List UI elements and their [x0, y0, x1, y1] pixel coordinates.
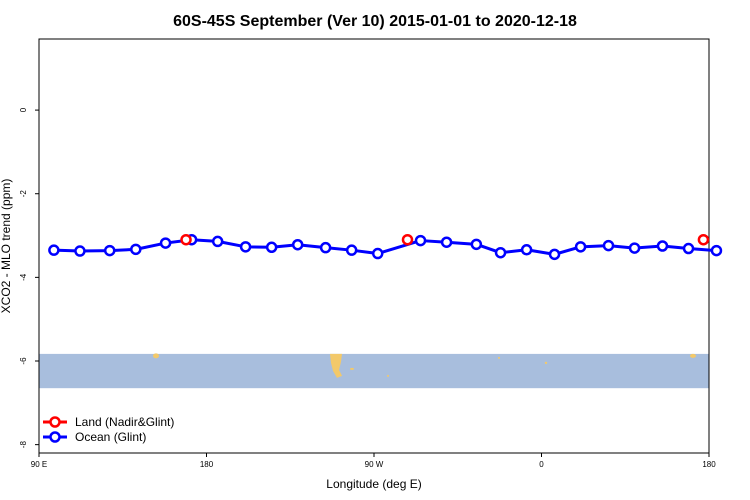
- data-point-ocean: [211, 235, 224, 248]
- y-tick-label: -6: [19, 357, 28, 365]
- data-point-ocean: [319, 241, 332, 254]
- data-point-ocean: [470, 238, 483, 251]
- data-point-ocean: [74, 245, 86, 257]
- land-mass: [387, 374, 389, 377]
- data-point-ocean: [291, 238, 304, 251]
- x-axis-label: Longitude (deg E): [326, 477, 421, 491]
- data-point-ocean: [710, 244, 723, 257]
- y-axis-label: XCO2 - MLO trend (ppm): [0, 179, 13, 314]
- data-point-ocean: [130, 243, 142, 256]
- y-axis: 0 -2 -4 -6 -8: [19, 107, 39, 448]
- series-layer: [48, 233, 723, 261]
- data-point-ocean: [656, 240, 669, 252]
- data-point-ocean: [265, 241, 278, 254]
- legend-item-ocean: Ocean (Glint): [43, 430, 146, 444]
- land-mass: [690, 353, 696, 358]
- data-point-ocean: [414, 234, 427, 247]
- y-tick-label: -8: [19, 441, 28, 449]
- data-point-ocean: [548, 248, 561, 261]
- land-mass: [153, 353, 159, 359]
- x-tick-label: 180: [200, 460, 214, 469]
- legend: Land (Nadir&Glint) Ocean (Glint): [43, 415, 174, 444]
- legend-marker-ocean: [49, 431, 61, 443]
- data-point-ocean: [440, 236, 453, 248]
- legend-label-land: Land (Nadir&Glint): [75, 415, 174, 429]
- legend-label-ocean: Ocean (Glint): [75, 430, 146, 444]
- data-point-ocean: [628, 242, 641, 254]
- land-mass: [544, 361, 548, 365]
- data-point-ocean: [345, 244, 358, 256]
- x-tick-label: 180: [702, 460, 716, 469]
- land-mass: [498, 356, 500, 359]
- legend-marker-land: [49, 416, 61, 428]
- y-tick-label: -4: [19, 273, 28, 281]
- data-point-ocean: [682, 242, 695, 255]
- land-mass: [350, 367, 354, 370]
- data-point-ocean: [494, 246, 507, 259]
- data-point-ocean: [239, 241, 252, 253]
- data-point-ocean: [602, 239, 615, 252]
- x-tick-label: 90 W: [365, 460, 384, 469]
- map-strip: [39, 353, 709, 389]
- data-point-ocean: [103, 244, 116, 257]
- data-point-land: [180, 233, 192, 246]
- x-axis: 90 E 180 90 W 0 180: [31, 453, 716, 469]
- legend-item-land: Land (Nadir&Glint): [43, 415, 174, 429]
- data-point-ocean: [520, 244, 533, 256]
- x-tick-label: 0: [539, 460, 544, 469]
- data-point-ocean: [371, 247, 384, 260]
- data-point-land: [697, 233, 710, 246]
- ocean-band: [39, 353, 709, 389]
- series-line-ocean: [53, 238, 717, 256]
- data-point-ocean: [159, 237, 172, 249]
- chart-title: 60S-45S September (Ver 10) 2015-01-01 to…: [173, 13, 577, 30]
- data-point-ocean: [48, 244, 60, 256]
- y-tick-label: 0: [19, 107, 28, 112]
- data-point-ocean: [574, 241, 587, 253]
- land-mass: [330, 353, 342, 378]
- data-point-land: [401, 233, 414, 246]
- y-tick-label: -2: [19, 190, 28, 198]
- x-tick-label: 90 E: [31, 460, 47, 469]
